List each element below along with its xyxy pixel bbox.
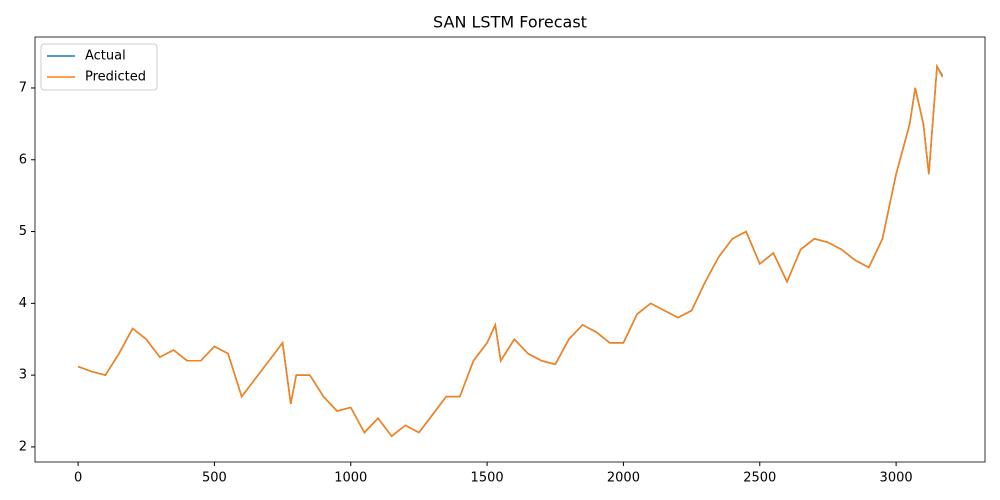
y-tick-label: 6 — [19, 152, 27, 167]
x-tick-label: 0 — [74, 471, 82, 486]
x-tick-label: 2000 — [607, 471, 640, 486]
legend-label: Actual — [85, 49, 126, 64]
line-series — [77, 63, 944, 438]
chart-title: SAN LSTM Forecast — [433, 13, 587, 32]
y-tick-label: 5 — [19, 224, 27, 239]
legend-label: Predicted — [85, 70, 146, 85]
line-series — [77, 63, 944, 438]
x-tick-label: 1500 — [471, 471, 504, 486]
y-tick-label: 7 — [19, 80, 27, 95]
x-tick-label: 1000 — [334, 471, 367, 486]
x-tick-label: 500 — [202, 471, 227, 486]
y-tick-label: 2 — [19, 439, 27, 454]
y-tick-label: 4 — [19, 296, 27, 311]
plot-frame — [34, 36, 986, 463]
x-tick-label: 2500 — [743, 471, 776, 486]
x-tick-label: 3000 — [880, 471, 913, 486]
y-tick-label: 3 — [19, 368, 27, 383]
